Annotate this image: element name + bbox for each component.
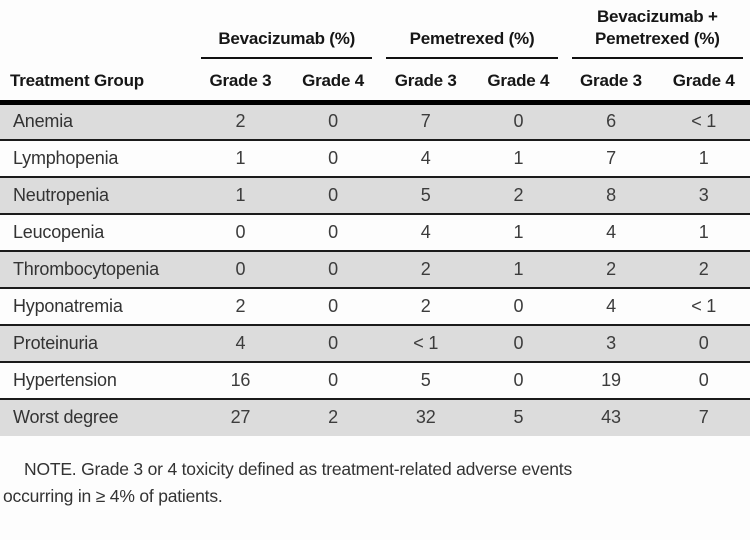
group-header-bevacizumab-pemetrexed: Bevacizumab + Pemetrexed (%) — [565, 0, 750, 60]
column-header-row: Treatment Group Grade 3 Grade 4 Grade 3 … — [0, 59, 750, 106]
column-header-grade4-bev: Grade 4 — [286, 59, 380, 106]
row-label: Neutropenia — [0, 175, 195, 214]
cell: 27 — [194, 397, 287, 436]
cell: 2 — [472, 175, 565, 214]
cell: 0 — [286, 323, 380, 362]
group-header-spacer — [0, 0, 194, 59]
group-header-bevacizumab: Bevacizumab (%) — [194, 0, 379, 60]
cell: 2 — [194, 286, 287, 325]
cell: 4 — [194, 323, 287, 362]
cell: 0 — [513, 111, 524, 132]
row-label: Proteinuria — [0, 323, 195, 362]
cell: 2 — [379, 286, 473, 325]
row-label: Worst degree — [0, 397, 195, 436]
cell: 1 — [472, 249, 565, 288]
cell: 4 — [564, 286, 658, 325]
cell: 5 — [472, 397, 565, 436]
cell: 5 — [379, 175, 473, 214]
group-header-row: Bevacizumab (%) Pemetrexed (%) Bevacizum… — [0, 0, 750, 60]
cell: 1 — [472, 212, 565, 251]
cell: 0 — [472, 286, 565, 325]
cell: < 1 — [657, 286, 750, 325]
cell: 4 — [379, 138, 473, 177]
toxicity-table: Bevacizumab (%) Pemetrexed (%) Bevacizum… — [0, 0, 750, 436]
table-row: Neutropenia 1 0 5 2 8 3 — [0, 175, 750, 214]
column-header-grade3-bevpem: Grade 3 — [564, 59, 658, 106]
table-row: Leucopenia 0 0 4 1 4 1 — [0, 212, 750, 251]
cell: 0 — [286, 249, 380, 288]
cell: 4 — [564, 212, 658, 251]
cell: < 1 — [691, 111, 717, 132]
cell: 32 — [379, 397, 473, 436]
cell: 1 — [472, 138, 565, 177]
cell: 0 — [286, 138, 380, 177]
column-header-grade3-bev: Grade 3 — [194, 59, 287, 106]
cell: 0 — [286, 360, 380, 399]
cell: 0 — [194, 212, 287, 251]
table-row: Worst degree 27 2 32 5 43 7 — [0, 397, 750, 436]
row-label: Hypertension — [0, 360, 195, 399]
cell: 0 — [657, 360, 750, 399]
cell: 1 — [657, 212, 750, 251]
cell: 2 — [286, 397, 380, 436]
cell: 1 — [194, 138, 287, 177]
cell: 1 — [194, 175, 287, 214]
column-header-grade4-bevpem: Grade 4 — [657, 59, 750, 106]
cell: < 1 — [379, 323, 473, 362]
group-header-bevacizumab-pemetrexed-label: Bevacizumab + Pemetrexed (%) — [571, 4, 743, 60]
cell: 0 — [286, 286, 380, 325]
cell: 1 — [657, 138, 750, 177]
column-header-grade4-pem: Grade 4 — [472, 59, 565, 106]
cell: 16 — [194, 360, 287, 399]
cell: 3 — [564, 323, 658, 362]
cell: 7 — [657, 397, 750, 436]
cell: 43 — [564, 397, 658, 436]
table-row: Proteinuria 4 0 < 1 0 3 0 — [0, 323, 750, 362]
row-label: Lymphopenia — [0, 138, 195, 177]
column-header-grade3-pem: Grade 3 — [379, 59, 473, 106]
cell: 8 — [564, 175, 658, 214]
column-header-treatment-group: Treatment Group — [0, 59, 195, 106]
cell: 4 — [379, 212, 473, 251]
cell: 0 — [286, 175, 380, 214]
group-header-bevacizumab-label: Bevacizumab (%) — [201, 26, 373, 60]
cell: 0 — [657, 323, 750, 362]
cell: 0 — [472, 360, 565, 399]
row-label: Anemia — [13, 111, 73, 132]
row-label: Hyponatremia — [0, 286, 195, 325]
cell: 6 — [606, 111, 616, 132]
cell: 0 — [286, 212, 380, 251]
cell: 2 — [564, 249, 658, 288]
table-row: Thrombocytopenia 0 0 2 1 2 2 — [0, 249, 750, 288]
cell: 2 — [657, 249, 750, 288]
table-row: Hypertension 16 0 5 0 19 0 — [0, 360, 750, 399]
cell: 7 — [420, 111, 431, 132]
cell: 7 — [564, 138, 658, 177]
table-footnote: NOTE. Grade 3 or 4 toxicity defined as t… — [3, 458, 573, 506]
cell: 5 — [379, 360, 473, 399]
row-label: Leucopenia — [0, 212, 195, 251]
cell: 0 — [194, 249, 287, 288]
cell: 2 — [379, 249, 473, 288]
table-row: Anemia 2 0 7 0 6 < 1 — [0, 102, 750, 140]
row-label: Thrombocytopenia — [0, 249, 195, 288]
cell: 3 — [657, 175, 750, 214]
group-header-pemetrexed: Pemetrexed (%) — [379, 0, 564, 60]
cell: 2 — [235, 111, 246, 132]
table-row: Hyponatremia 2 0 2 0 4 < 1 — [0, 286, 750, 325]
table-row: Lymphopenia 1 0 4 1 7 1 — [0, 138, 750, 177]
cell: 19 — [564, 360, 658, 399]
cell: 0 — [472, 323, 565, 362]
group-header-pemetrexed-label: Pemetrexed (%) — [386, 26, 558, 60]
cell: 0 — [328, 111, 338, 132]
